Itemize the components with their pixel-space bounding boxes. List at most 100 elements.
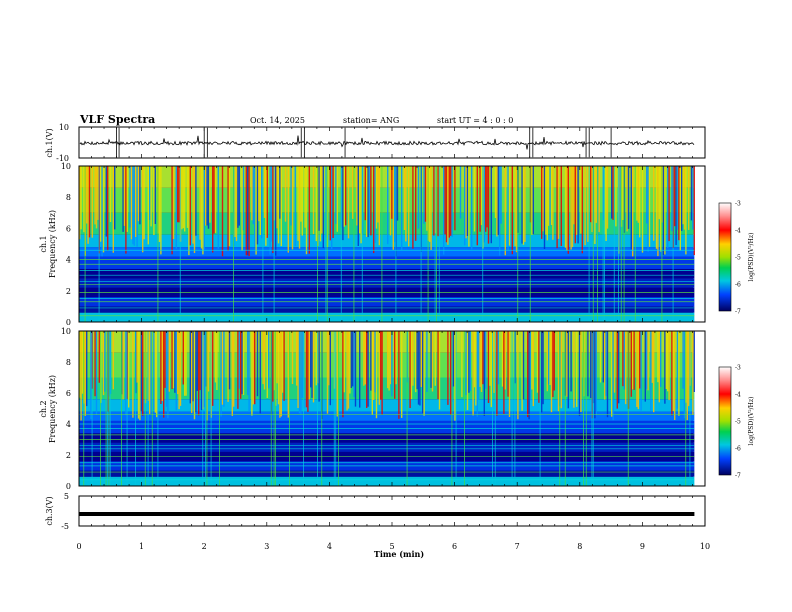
full-band-streak [464,331,465,486]
sferic-streak [615,166,617,227]
sferic-streak [237,331,239,409]
full-band-streak [353,166,355,322]
sferic-streak [199,166,201,240]
frequency-tick-label: 4 [66,420,71,429]
sferic-streak [410,331,413,400]
full-band-streak [157,166,159,322]
sferic-streak [213,166,215,234]
sferic-streak [276,166,278,229]
sferic-streak [473,331,476,388]
colorbar-tick-label: -3 [735,201,741,208]
sferic-streak [149,331,151,414]
sferic-streak [461,331,463,398]
sferic-streak [352,166,354,219]
full-band-streak [202,331,204,486]
full-band-streak [455,331,457,486]
sferic-streak [389,331,392,385]
sferic-streak [308,331,310,400]
sferic-streak [571,166,574,248]
sferic-streak [359,166,361,234]
frequency-tick-label: 6 [66,224,71,233]
full-band-streak [634,166,636,322]
x-tick-label: 6 [452,542,457,551]
sferic-streak [331,166,333,249]
sferic-streak [212,166,214,253]
sferic-streak [160,166,162,255]
full-band-streak [206,331,208,486]
full-band-streak [144,331,146,486]
sferic-streak [353,331,355,397]
sferic-streak [137,331,140,419]
ch1-spectrogram-heatmap [79,166,695,322]
sferic-streak [430,166,432,251]
sferic-streak [412,331,414,386]
full-band-streak [427,166,429,322]
sferic-streak [171,331,173,390]
sferic-streak [217,166,219,249]
sferic-streak [591,166,593,233]
sferic-streak [605,331,607,396]
sferic-streak [142,166,144,253]
full-band-streak [613,166,615,322]
sferic-streak [394,331,396,399]
sferic-streak [88,166,91,238]
sferic-streak [646,166,648,224]
sferic-streak [164,331,166,388]
sferic-streak [647,166,649,252]
sferic-streak [346,331,348,411]
x-tick-label: 10 [700,542,710,551]
ch1-colorbar-label: log(PSD)(V²/Hz) [748,233,755,282]
sferic-streak [235,166,238,242]
sferic-streak [315,331,317,386]
full-band-streak [420,166,422,322]
full-band-streak [672,166,674,322]
full-band-streak [273,166,275,322]
full-band-streak [205,331,206,486]
sferic-streak [675,166,677,245]
sferic-streak [305,166,308,255]
sferic-streak [195,166,197,236]
sferic-streak [364,166,366,221]
sferic-streak [90,331,92,420]
full-band-streak [135,331,136,486]
sferic-streak [542,331,544,405]
sferic-streak [367,331,369,407]
sferic-streak [137,166,140,222]
sferic-streak [206,166,208,226]
sferic-streak [370,331,372,391]
sferic-streak [429,166,431,242]
sferic-streak [667,166,669,249]
sferic-streak [576,166,578,235]
sferic-streak [275,166,277,256]
sferic-streak [401,331,403,418]
sferic-streak [496,331,498,416]
sferic-streak [154,166,156,224]
sferic-streak [259,166,261,235]
sferic-streak [576,331,578,407]
sferic-streak [192,331,194,402]
sferic-streak [665,331,667,389]
sferic-streak [132,166,134,245]
full-band-streak [262,166,264,322]
sferic-streak [469,331,471,391]
station-label: station= ANG [343,116,399,125]
sferic-streak [91,166,93,238]
frequency-tick-label: 6 [66,389,71,398]
sferic-streak [294,166,296,246]
ch2-colorbar-label: log(PSD)(V²/Hz) [748,397,755,446]
sferic-streak [507,331,509,397]
sferic-streak [266,166,268,238]
sferic-streak [644,331,646,402]
sferic-streak [326,331,329,414]
sferic-streak [139,331,141,421]
sferic-streak [485,166,487,232]
sferic-streak [590,331,592,399]
sferic-streak [140,331,142,412]
sferic-streak [598,166,600,233]
sferic-streak [503,331,505,414]
sferic-streak [150,331,152,413]
sferic-streak [350,331,352,388]
sferic-streak [202,166,204,255]
full-band-streak [438,166,440,322]
sferic-streak [447,331,449,405]
